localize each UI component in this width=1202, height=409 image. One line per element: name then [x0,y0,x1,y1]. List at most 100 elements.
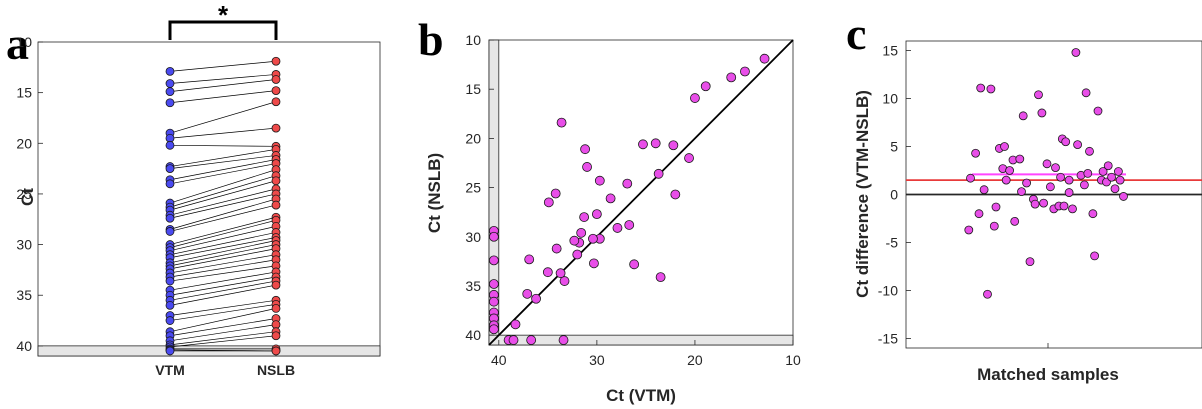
panel-a-pair-line [169,159,277,181]
panel-b-point [526,335,537,345]
panel-b-point [670,189,681,200]
panel-b-point [612,223,623,233]
panel-b-point [550,188,561,199]
panel-b-x-tick-label: 40 [491,352,507,368]
panel-c-point [1039,198,1048,208]
panel-b-point [543,197,554,208]
panel-b-y-tick-label: 20 [465,130,481,146]
panel-a-y-axis-label: Ct [18,188,37,206]
panel-b-point [653,168,664,179]
panel-a-point-vtm [165,300,175,310]
panel-c-point [971,148,980,158]
panel-b-point [572,249,583,260]
panel-b-point [700,81,711,92]
panel-a-significance-marker: * [218,0,229,30]
panel-a-point-vtm [165,346,175,356]
panel-b-point [531,293,541,304]
panel-c-point [1037,108,1047,118]
panel-b-point [740,66,750,77]
panel-a-point-nslb [271,97,281,107]
panel-a-point-vtm [165,140,175,150]
panel-b-y-tick-label: 40 [465,327,481,343]
panel-a-pair-line [169,198,277,230]
panel-b-point [489,324,499,335]
panel-a-pair-line [169,149,277,167]
panel-a-point-vtm [165,276,175,286]
panel-c-point [1080,180,1089,190]
panel-c-point [1085,146,1094,156]
panel-b-point [605,193,616,204]
panel-b-point [489,279,499,289]
panel-c-point [1030,199,1040,209]
panel-a-pair-line [169,232,277,256]
panel-b-x-axis-label: Ct (VTM) [606,386,676,405]
panel-a-point-nslb [271,123,281,133]
panel-c-point [974,209,984,219]
panel-c-point [1005,166,1014,175]
panel-a-letter: a [6,18,29,69]
panel-a-point-vtm [165,227,175,236]
panel-a-pair-line [169,216,277,245]
panel-c-point [1071,48,1081,57]
panel-a-pair-line [169,180,277,211]
panel-c-y-tick-label: 10 [882,91,898,107]
panel-b-point [589,258,599,269]
panel-c-point [1017,187,1026,197]
panel-a-pair-line [169,169,277,204]
panel-c-point [1093,106,1103,116]
panel-b-point [684,153,694,163]
panel-c-y-tick-label: 0 [890,187,898,203]
panel-c-point [1034,90,1043,100]
panel-b-point [579,212,590,222]
panel-c-point [1025,257,1035,267]
panel-b-y-tick-label: 10 [465,32,481,48]
panel-c-point [1090,251,1099,261]
panel-a-pair-line [169,265,277,282]
panel-c-point [1068,204,1077,214]
panel-b-point [555,268,566,279]
panel-b-point [726,72,737,83]
panel-c-point [983,289,992,299]
panel-c-letter: c [846,8,866,59]
panel-c-point [1015,154,1025,164]
panel-b-point [489,296,499,307]
panel-c-point [1110,184,1120,194]
panel-a-point-vtm [165,87,175,97]
panel-b-point [508,335,519,345]
panel-a-pair-line [169,226,277,251]
panel-b-point [655,272,666,283]
panel-a-pair-line [169,308,277,333]
panel-c-point [1018,111,1028,121]
panel-c-point [989,221,999,231]
panel-a-pair-line [169,331,277,346]
panel-a-point-nslb [271,86,281,96]
panel-a-pair-line [169,60,277,72]
panel-b-point [569,235,580,246]
panel-c-point [1064,188,1074,197]
panel-a-pair-line [169,248,277,270]
panel-a-point-nslb [271,331,281,341]
panel-b-point [629,259,640,270]
panel-a-point-vtm [165,79,175,88]
panel-b-point [489,231,499,242]
panel-a-y-tick-label: 35 [16,287,32,303]
panel-b-point [622,178,633,189]
panel-b-y-axis-label: Ct (NSLB) [425,153,444,233]
panel-b-x-tick-label: 30 [589,352,605,368]
panel-a-y-tick-label: 15 [16,85,32,101]
panel-a-category-label-vtm: VTM [155,362,185,378]
panel-c-point [979,185,989,195]
panel-c-point [1088,209,1098,219]
panel-b-point [591,209,602,220]
panel-a-pair-line [169,74,277,84]
panel-c-y-tick-label: -5 [886,234,899,250]
panel-b-point [558,335,569,345]
panel-c-point [976,83,986,93]
panel-b-point [522,288,533,299]
panel-c-y-tick-label: -10 [878,282,898,298]
panel-a-point-vtm [165,213,175,223]
panel-b-point [510,319,521,330]
panel-c-point [1059,201,1069,211]
panel-a-pair-line [169,163,277,185]
panel-c-point [1083,168,1093,178]
